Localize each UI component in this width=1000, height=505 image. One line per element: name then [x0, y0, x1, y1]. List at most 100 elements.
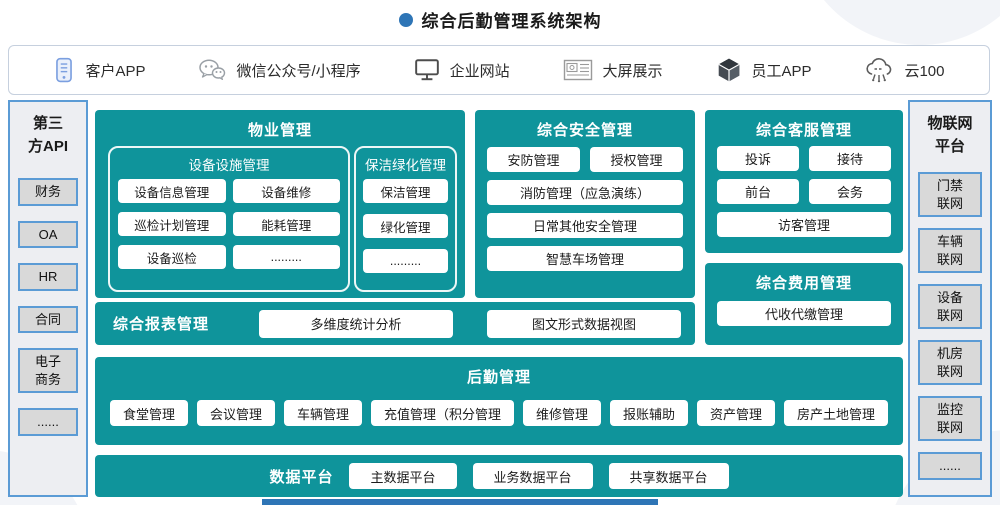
module-equipment-info: 设备信息管理: [118, 179, 226, 203]
module-reimbursement: 报账辅助: [610, 400, 689, 426]
item-row: 投诉 接待: [717, 146, 891, 171]
sidebar-item-access-control: 门禁 联网: [918, 172, 982, 218]
panel-item-list: 安防管理 授权管理 消防管理（应急演练） 日常其他安全管理 智慧车场管理: [475, 140, 695, 271]
channel-label: 云100: [904, 62, 945, 80]
panel-title: 物业管理: [247, 122, 312, 139]
bottom-accent-bar: [262, 499, 658, 505]
panel-property-management: 物业管理 设备设施管理 设备信息管理 设备维修 巡检计划管理 能耗管理 设备巡检…: [95, 110, 465, 298]
module-cleaning: 保洁管理: [363, 179, 448, 203]
module-real-estate: 房产土地管理: [784, 400, 889, 426]
panel-logistics-management: 后勤管理 食堂管理 会议管理 车辆管理 充值管理（积分管理 维修管理 报账辅助 …: [95, 357, 903, 445]
module-shared-data-platform: 共享数据平台: [608, 463, 729, 489]
channel-label: 客户APP: [85, 62, 146, 80]
channel-label: 微信公众号/小程序: [236, 62, 361, 80]
panel-title: 综合安全管理: [536, 122, 633, 139]
phone-app-icon: [53, 57, 75, 83]
sidebar-item-list: 门禁 联网 车辆 联网 设备 联网 机房 联网 监控 联网 ......: [910, 172, 990, 481]
channel-label: 大屏展示: [602, 62, 663, 80]
module-recharge-points: 充值管理（积分管理: [370, 400, 514, 426]
panel-item-list: 代收代缴管理: [705, 293, 903, 326]
module-fire-drill: 消防管理（应急演练）: [487, 180, 683, 205]
channel-item-cloud100: 云100: [864, 57, 945, 84]
module-equipment-repair: 设备维修: [232, 179, 340, 203]
sidebar-iot-platform: 物联网 平台 门禁 联网 车辆 联网 设备 联网 机房 联网 监控 联网 ...…: [908, 100, 992, 497]
module-visitor-management: 访客管理: [717, 212, 891, 237]
item-row: 前台 会务: [717, 179, 891, 204]
module-more: .........: [363, 249, 448, 273]
module-assets: 资产管理: [697, 400, 776, 426]
module-graphic-data-view: 图文形式数据视图: [487, 309, 682, 338]
module-collection-payment: 代收代缴管理: [717, 301, 891, 326]
sidebar-item-hr: HR: [18, 263, 78, 291]
module-business-data-platform: 业务数据平台: [472, 463, 593, 489]
channel-item-wechat: 微信公众号/小程序: [198, 57, 361, 83]
channel-label: 企业网站: [449, 62, 510, 80]
module-master-data-platform: 主数据平台: [349, 463, 457, 489]
panel-fee-management: 综合费用管理 代收代缴管理: [705, 263, 903, 345]
panel-report-management: 综合报表管理 多维度统计分析 图文形式数据视图: [95, 302, 695, 345]
sidebar-item-more: ......: [918, 452, 982, 481]
sidebar-item-list: 财务 OA HR 合同 电子 商务 ......: [10, 178, 86, 436]
module-front-desk: 前台: [717, 179, 799, 204]
module-energy-management: 能耗管理: [232, 212, 340, 236]
module-complaint: 投诉: [717, 146, 799, 171]
module-more: .........: [232, 245, 340, 269]
sidebar-item-surveillance: 监控 联网: [918, 396, 982, 442]
panel-security-management: 综合安全管理 安防管理 授权管理 消防管理（应急演练） 日常其他安全管理 智慧车…: [475, 110, 695, 298]
module-canteen: 食堂管理: [109, 400, 188, 426]
module-repair: 维修管理: [523, 400, 602, 426]
channel-item-employee-app: 员工APP: [716, 57, 812, 83]
module-greening: 绿化管理: [363, 214, 448, 238]
title-bullet-icon: [398, 12, 413, 27]
sidebar-item-oa: OA: [18, 220, 78, 249]
sidebar-title: 第三 方API: [27, 115, 68, 155]
sidebar-item-more: ......: [18, 408, 78, 436]
cloud-icon: [864, 57, 894, 84]
sidebar-item-contract: 合同: [18, 305, 78, 334]
big-screen-icon: [563, 58, 593, 82]
channel-item-big-screen: 大屏展示: [563, 58, 663, 82]
module-equipment-inspection: 设备巡检: [118, 245, 226, 269]
page-title-row: 综合后勤管理系统架构: [0, 7, 1000, 32]
module-reception: 接待: [809, 146, 891, 171]
module-multidimensional-analysis: 多维度统计分析: [259, 309, 454, 338]
group-equipment-facility-management: 设备设施管理 设备信息管理 设备维修 巡检计划管理 能耗管理 设备巡检 ....…: [108, 146, 350, 292]
module-security-guard: 安防管理: [487, 147, 580, 172]
panel-item-list: 投诉 接待 前台 会务 访客管理: [705, 140, 903, 237]
module-meeting: 会议管理: [196, 400, 275, 426]
sidebar-item-equipment: 设备 联网: [918, 284, 982, 330]
channel-bar: 客户APP 微信公众号/小程序 企业网站 大屏展示 员工APP: [8, 45, 990, 95]
group-cleaning-greening-management: 保洁绿化管理 保洁管理 绿化管理 .........: [354, 146, 457, 292]
cube-icon: [716, 57, 742, 83]
panel-item-list: 食堂管理 会议管理 车辆管理 充值管理（积分管理 维修管理 报账辅助 资产管理 …: [95, 400, 903, 426]
group-title: 保洁绿化管理: [365, 158, 446, 173]
sidebar-item-finance: 财务: [18, 178, 78, 206]
sidebar-third-party-api: 第三 方API 财务 OA HR 合同 电子 商务 ......: [8, 100, 88, 497]
panel-title: 后勤管理: [466, 369, 531, 386]
module-smart-parking: 智慧车场管理: [487, 246, 683, 271]
sidebar-item-ecommerce: 电子 商务: [18, 348, 78, 394]
sidebar-item-machine-room: 机房 联网: [918, 340, 982, 386]
page-title: 综合后勤管理系统架构: [421, 12, 602, 31]
panel-customer-service-management: 综合客服管理 投诉 接待 前台 会务 访客管理: [705, 110, 903, 253]
group-item-grid: 保洁管理 绿化管理 .........: [356, 179, 455, 273]
sidebar-item-vehicle: 车辆 联网: [918, 228, 982, 274]
channel-label: 员工APP: [751, 62, 812, 80]
module-inspection-plan: 巡检计划管理: [118, 212, 226, 236]
group-item-grid: 设备信息管理 设备维修 巡检计划管理 能耗管理 设备巡检 .........: [110, 179, 348, 269]
module-daily-safety: 日常其他安全管理: [487, 213, 683, 238]
panel-title: 综合报表管理: [113, 316, 210, 333]
module-authorization: 授权管理: [590, 147, 683, 172]
group-title: 设备设施管理: [188, 158, 270, 173]
panel-title: 数据平台: [269, 468, 334, 486]
wechat-icon: [198, 57, 226, 83]
monitor-icon: [414, 58, 440, 82]
channel-item-customer-app: 客户APP: [53, 57, 145, 83]
channel-item-enterprise-website: 企业网站: [414, 58, 510, 82]
panel-title: 综合费用管理: [755, 275, 852, 292]
item-row: 安防管理 授权管理: [487, 147, 683, 172]
sidebar-title: 物联网 平台: [927, 115, 973, 155]
panel-data-platform: 数据平台 主数据平台 业务数据平台 共享数据平台: [95, 455, 903, 497]
module-conference: 会务: [809, 179, 891, 204]
